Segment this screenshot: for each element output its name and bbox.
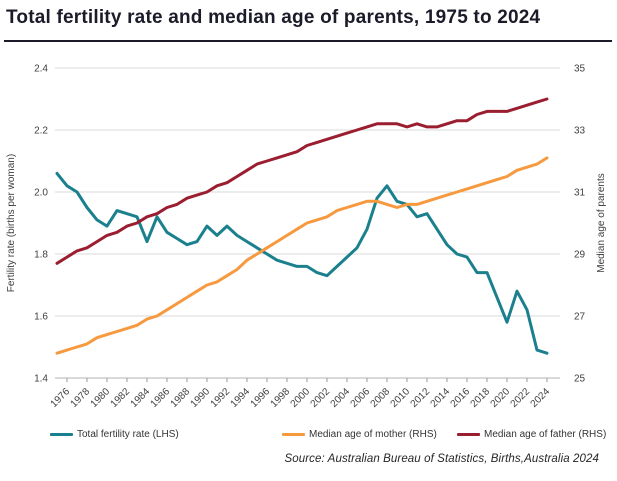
legend-label-tfr: Total fertility rate (LHS)	[77, 428, 179, 440]
legend-item-mother: Median age of mother (RHS)	[282, 428, 437, 440]
x-tick-label: 1990	[189, 386, 213, 410]
legend-item-tfr: Total fertility rate (LHS)	[50, 428, 179, 440]
legend-label-mother: Median age of mother (RHS)	[309, 428, 437, 440]
left-axis-tick-label: 2.0	[34, 188, 48, 199]
father-line-swatch	[457, 432, 480, 436]
right-axis-title: Median age of parents	[596, 173, 607, 273]
x-tick-label: 2002	[309, 386, 333, 410]
mother-line-swatch	[282, 432, 305, 436]
right-axis-tick-label: 35	[574, 64, 586, 75]
left-axis-title: Fertility rate (births per woman)	[6, 154, 17, 292]
x-tick-label: 1992	[209, 386, 233, 410]
right-axis-tick-label: 33	[574, 126, 586, 137]
tfr-line-swatch	[50, 432, 73, 436]
left-axis-tick-label: 1.8	[34, 250, 48, 261]
mother-line	[55, 156, 549, 355]
left-axis-tick-label: 2.2	[34, 126, 48, 137]
x-tick-label: 2018	[469, 386, 493, 410]
x-tick-label: 1986	[149, 386, 173, 410]
x-tick-label: 1988	[169, 386, 193, 410]
left-axis-tick-label: 2.4	[34, 64, 48, 75]
chart-title: Total fertility rate and median age of p…	[6, 7, 541, 28]
x-tick-label: 2006	[349, 386, 373, 410]
left-axis-tick-label: 1.6	[34, 312, 48, 323]
x-tick-label: 2020	[489, 386, 513, 410]
left-axis-tick-label: 1.4	[34, 374, 48, 385]
legend-label-father: Median age of father (RHS)	[484, 428, 607, 440]
x-tick-label: 1980	[89, 386, 113, 410]
x-tick-label: 2024	[529, 386, 553, 410]
x-tick-label: 1996	[249, 386, 273, 410]
x-tick-label: 1984	[129, 386, 153, 410]
right-axis-tick-label: 31	[574, 188, 586, 199]
x-tick-label: 2012	[409, 386, 433, 410]
source-note: Source: Australian Bureau of Statistics,…	[284, 453, 599, 465]
fertility-chart: 2.4 352.2 332.0 311.8 291.6 271.4 251976197819…	[6, 64, 607, 410]
x-tick-label: 1978	[69, 386, 93, 410]
right-axis-tick-label: 27	[574, 312, 586, 323]
x-tick-label: 1982	[109, 386, 133, 410]
x-tick-label: 1976	[49, 386, 73, 410]
x-tick-label: 2014	[429, 386, 453, 410]
x-tick-label: 2010	[389, 386, 413, 410]
x-tick-label: 1994	[229, 386, 253, 410]
x-tick-label: 2016	[449, 386, 473, 410]
legend-item-father: Median age of father (RHS)	[457, 428, 606, 440]
right-axis-tick-label: 29	[574, 250, 586, 261]
x-tick-label: 1998	[269, 386, 293, 410]
x-tick-label: 2022	[509, 386, 533, 410]
x-tick-label: 2000	[289, 386, 313, 410]
x-tick-label: 2008	[369, 386, 393, 410]
father-line	[55, 97, 549, 265]
x-tick-label: 2004	[329, 386, 353, 410]
right-axis-tick-label: 25	[574, 374, 586, 385]
title-underline	[4, 40, 612, 42]
